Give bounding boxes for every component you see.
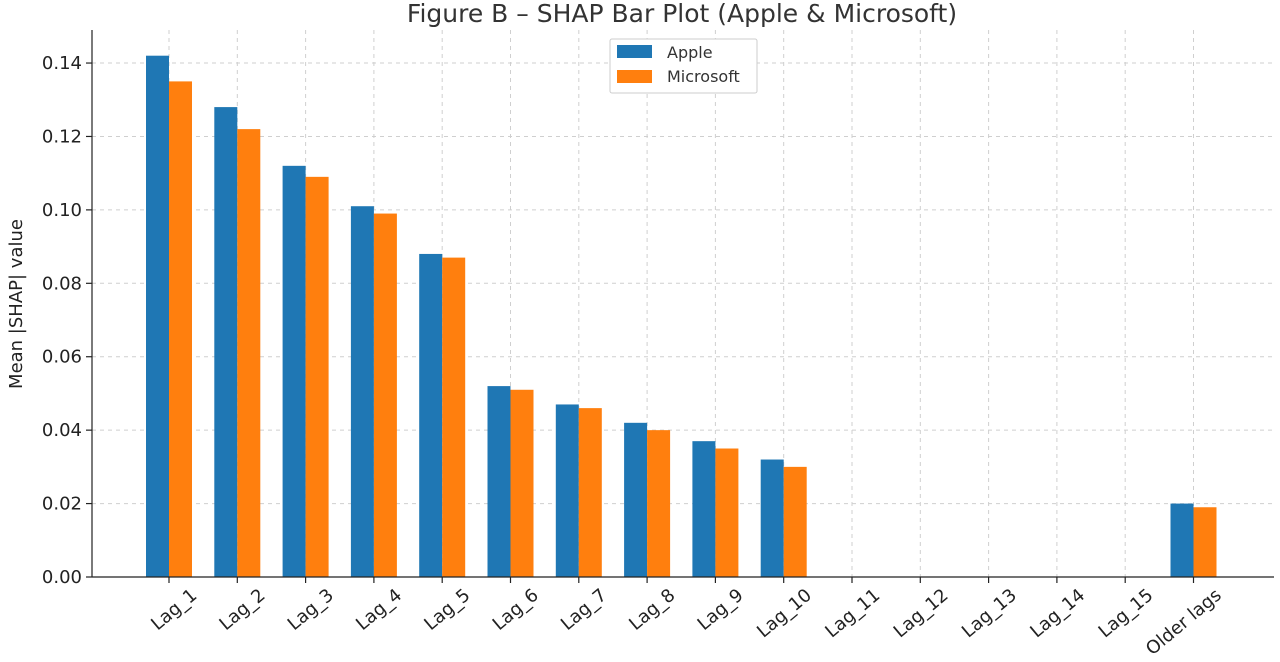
bar-microsoft-lag_8 — [647, 430, 671, 577]
x-tick-label: Lag_1 — [147, 585, 201, 635]
bar-apple-older-lags — [1170, 503, 1194, 577]
x-tick-label: Lag_10 — [753, 585, 816, 642]
x-tick-label: Lag_8 — [625, 585, 679, 635]
bar-microsoft-lag_1 — [169, 81, 192, 578]
bar-apple-lag_10 — [760, 459, 784, 577]
x-tick-label: Lag_2 — [215, 585, 269, 635]
bar-microsoft-lag_7 — [578, 408, 602, 577]
legend: Apple Microsoft — [609, 38, 758, 94]
bar-apple-lag_8 — [624, 422, 648, 577]
bar-microsoft-lag_3 — [305, 176, 329, 577]
legend-label-microsoft: Microsoft — [667, 67, 740, 86]
y-tick-label: 0.06 — [42, 347, 82, 368]
bar-microsoft-lag_2 — [237, 129, 261, 578]
x-tick-label: Lag_6 — [489, 585, 543, 635]
y-tick-label: 0.12 — [42, 126, 82, 147]
bar-microsoft-lag_10 — [783, 466, 807, 577]
x-tick-label: Lag_5 — [420, 585, 474, 635]
x-tick-label: Lag_11 — [821, 585, 884, 642]
bar-apple-lag_3 — [282, 165, 306, 577]
x-tick-label: Older lags — [1142, 585, 1226, 660]
bar-apple-lag_4 — [350, 206, 374, 577]
y-tick-label: 0.14 — [42, 53, 82, 74]
axes — [91, 30, 1274, 578]
y-tick-label: 0.10 — [42, 200, 82, 221]
bar-apple-lag_9 — [692, 441, 716, 577]
bar-apple-lag_7 — [555, 404, 579, 577]
bar-apple-lag_1 — [146, 55, 169, 577]
x-tick-label: Lag_7 — [557, 585, 611, 635]
y-tick-label: 0.04 — [42, 420, 82, 441]
chart-title: Figure B – SHAP Bar Plot (Apple & Micros… — [407, 0, 957, 28]
bar-apple-lag_5 — [419, 253, 443, 578]
y-tick-label: 0.00 — [42, 567, 82, 588]
y-ticks: 0.00 0.02 0.04 0.06 0.08 0.10 0.12 0.14 — [42, 53, 92, 588]
bar-microsoft-lag_6 — [510, 389, 534, 577]
legend-swatch-microsoft — [617, 70, 652, 83]
x-tick-label: Lag_9 — [694, 585, 748, 635]
gridlines — [92, 30, 1274, 577]
bar-microsoft-older-lags — [1193, 507, 1217, 577]
bar-microsoft-lag_4 — [373, 213, 397, 577]
legend-label-apple: Apple — [667, 43, 713, 62]
x-tick-label: Lag_14 — [1026, 585, 1089, 642]
bar-microsoft-lag_9 — [715, 448, 739, 577]
x-tick-label: Lag_13 — [958, 585, 1021, 642]
y-tick-label: 0.02 — [42, 494, 82, 515]
bar-apple-lag_6 — [487, 386, 511, 577]
x-tick-label: Lag_12 — [890, 585, 953, 642]
bar-microsoft-lag_5 — [442, 257, 466, 577]
x-tick-label: Lag_4 — [352, 585, 406, 635]
x-tick-label: Lag_15 — [1095, 585, 1158, 642]
y-axis-label: Mean |SHAP| value — [6, 219, 27, 389]
legend-swatch-apple — [617, 45, 652, 58]
bars — [146, 55, 1217, 578]
x-tick-label: Lag_3 — [284, 585, 338, 635]
y-tick-label: 0.08 — [42, 273, 82, 294]
x-ticks: Lag_1 Lag_2 Lag_3 Lag_4 Lag_5 Lag_6 Lag_7 Lag_8… — [147, 577, 1226, 660]
bar-apple-lag_2 — [214, 107, 238, 577]
